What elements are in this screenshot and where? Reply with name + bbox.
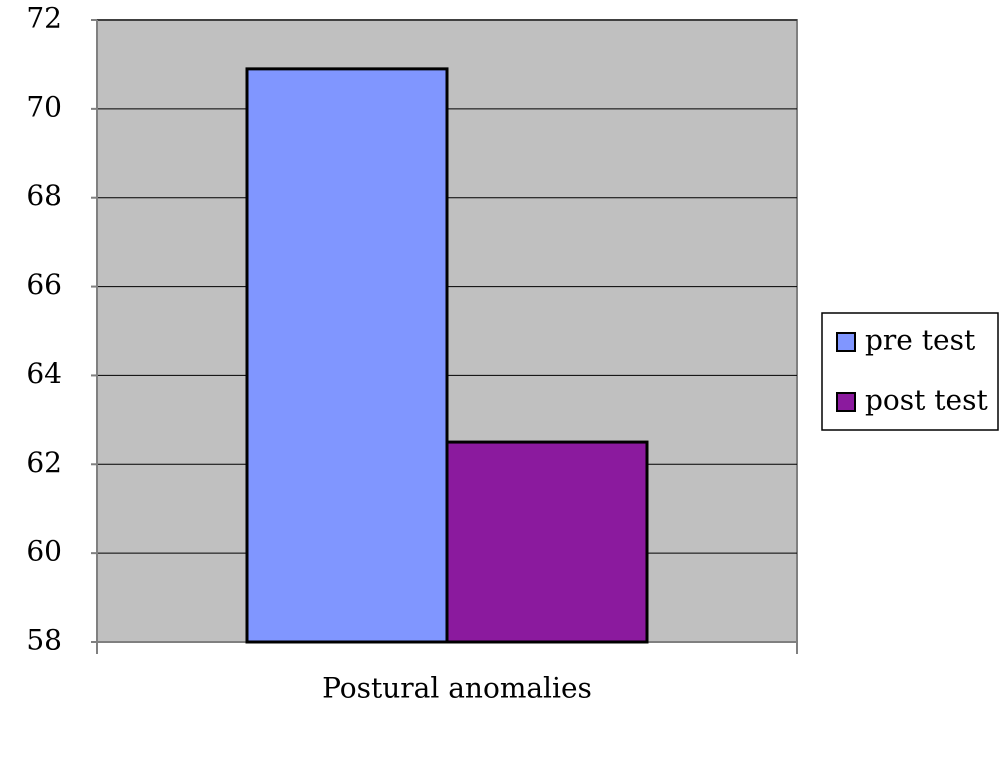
y-tick-label: 62 [26, 446, 62, 479]
bar [445, 440, 649, 644]
legend-swatch [836, 392, 856, 412]
y-tick-label: 64 [26, 357, 62, 390]
x-tick-label: Postural anomalies [322, 672, 592, 705]
legend-swatch [836, 332, 856, 352]
legend-label: pre test [865, 324, 976, 357]
bar [245, 67, 449, 644]
y-tick-label: 58 [26, 624, 62, 657]
y-tick-label: 60 [26, 535, 62, 568]
y-tick-label: 68 [26, 179, 62, 212]
legend-label: post test [865, 384, 988, 417]
y-tick-label: 66 [26, 268, 62, 301]
y-tick-label: 72 [26, 2, 62, 35]
y-tick-label: 70 [26, 90, 62, 123]
